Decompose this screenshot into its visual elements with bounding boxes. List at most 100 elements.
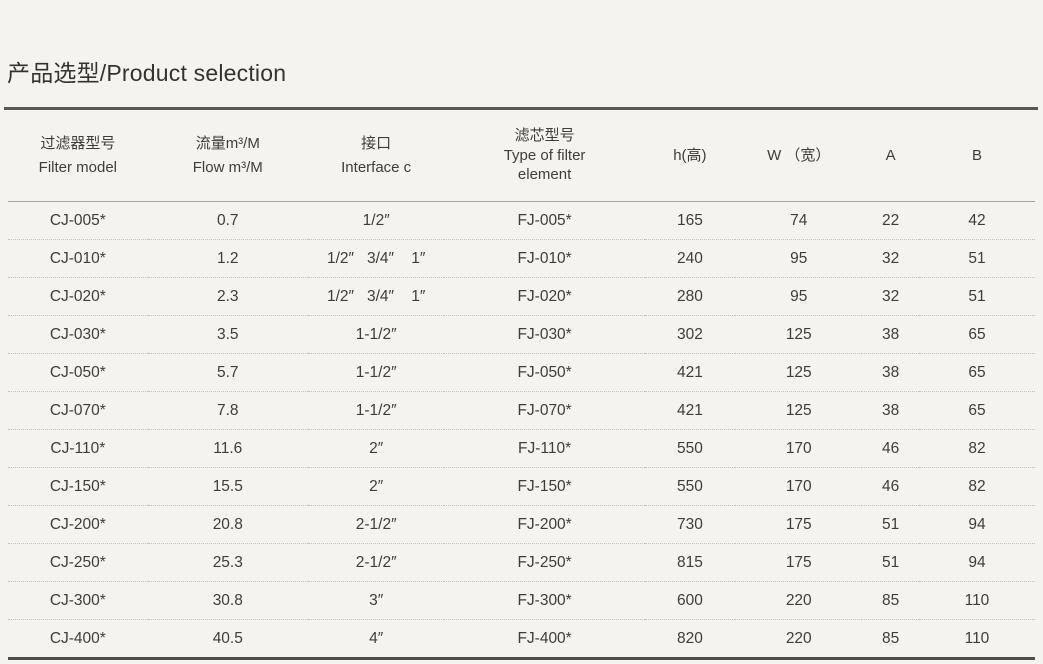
header-flow: 流量m³/M Flow m³/M xyxy=(147,110,308,202)
cell: 15.5 xyxy=(147,467,308,506)
cell: 170 xyxy=(735,429,863,468)
header-label-en: Type of filter element xyxy=(503,146,586,184)
cell: 165 xyxy=(644,201,736,240)
cell: 1-1/2″ xyxy=(307,391,445,430)
header-label-zh: 接口 xyxy=(361,135,392,153)
header-filter-element-type: 滤芯型号 Type of filter element xyxy=(444,110,645,202)
cell: 85 xyxy=(862,581,919,620)
cell: 600 xyxy=(644,581,736,620)
header-label: h(高) xyxy=(673,146,707,164)
cell: FJ-020* xyxy=(444,277,645,316)
header-label: A xyxy=(885,146,896,164)
header-a: A xyxy=(862,110,919,202)
cell: CJ-030* xyxy=(8,315,148,354)
header-filter-model: 过滤器型号 Filter model xyxy=(8,110,148,202)
table-row: CJ-400* 40.5 4″ FJ-400* 820 220 85 110 xyxy=(8,619,1035,660)
cell: CJ-400* xyxy=(8,619,148,660)
table-row: CJ-005* 0.7 1/2″ FJ-005* 165 74 22 42 xyxy=(8,201,1035,240)
cell: 11.6 xyxy=(147,429,308,468)
table-row: CJ-110* 11.6 2″ FJ-110* 550 170 46 82 xyxy=(8,429,1035,468)
cell: 730 xyxy=(644,505,736,544)
cell: 550 xyxy=(644,467,736,506)
cell: 125 xyxy=(735,315,863,354)
cell: CJ-020* xyxy=(8,277,148,316)
table-row: CJ-050* 5.7 1-1/2″ FJ-050* 421 125 38 65 xyxy=(8,353,1035,392)
cell: 0.7 xyxy=(147,201,308,240)
cell: 550 xyxy=(644,429,736,468)
cell: 220 xyxy=(735,581,863,620)
cell: 2″ xyxy=(307,467,445,506)
cell: 82 xyxy=(918,429,1035,468)
cell: FJ-070* xyxy=(444,391,645,430)
cell: 95 xyxy=(735,277,863,316)
cell: 302 xyxy=(644,315,736,354)
cell: 51 xyxy=(918,239,1035,278)
header-width: W （宽） xyxy=(735,110,863,202)
cell: 110 xyxy=(918,619,1035,660)
header-interface: 接口 Interface c xyxy=(307,110,445,202)
cell: 820 xyxy=(644,619,736,660)
cell: 175 xyxy=(735,505,863,544)
cell: 1.2 xyxy=(147,239,308,278)
cell: CJ-300* xyxy=(8,581,148,620)
cell: 220 xyxy=(735,619,863,660)
cell: 20.8 xyxy=(147,505,308,544)
cell: FJ-050* xyxy=(444,353,645,392)
cell: 65 xyxy=(918,391,1035,430)
cell: FJ-005* xyxy=(444,201,645,240)
cell: 280 xyxy=(644,277,736,316)
cell: FJ-200* xyxy=(444,505,645,544)
cell: 421 xyxy=(644,353,736,392)
header-label-en: Flow m³/M xyxy=(192,158,263,176)
table-row: CJ-070* 7.8 1-1/2″ FJ-070* 421 125 38 65 xyxy=(8,391,1035,430)
cell: 94 xyxy=(918,505,1035,544)
cell: 175 xyxy=(735,543,863,582)
cell: 5.7 xyxy=(147,353,308,392)
cell: 815 xyxy=(644,543,736,582)
cell: 110 xyxy=(918,581,1035,620)
cell: FJ-300* xyxy=(444,581,645,620)
cell: CJ-050* xyxy=(8,353,148,392)
cell: 421 xyxy=(644,391,736,430)
header-b: B xyxy=(918,110,1035,202)
table-body: CJ-005* 0.7 1/2″ FJ-005* 165 74 22 42 CJ-010* 1.2… xyxy=(8,201,1035,660)
cell: CJ-150* xyxy=(8,467,148,506)
cell: 40.5 xyxy=(147,619,308,660)
cell: 82 xyxy=(918,467,1035,506)
cell: 25.3 xyxy=(147,543,308,582)
cell: 3″ xyxy=(307,581,445,620)
cell: FJ-010* xyxy=(444,239,645,278)
cell: 85 xyxy=(862,619,919,660)
cell: 2-1/2″ xyxy=(307,505,445,544)
page-title: 产品选型/Product selection xyxy=(7,60,287,86)
header-label-zh: 流量m³/M xyxy=(195,135,260,153)
cell: FJ-030* xyxy=(444,315,645,354)
cell: 38 xyxy=(862,353,919,392)
table-row: CJ-020* 2.3 1/2″ 3/4″ 1″ FJ-020* 280 95 32 51 xyxy=(8,277,1035,316)
header-label: B xyxy=(971,146,982,164)
cell: FJ-110* xyxy=(444,429,645,468)
cell: 46 xyxy=(862,429,919,468)
cell: 95 xyxy=(735,239,863,278)
header-label-en: Filter model xyxy=(38,158,118,176)
cell: 51 xyxy=(862,543,919,582)
cell: FJ-150* xyxy=(444,467,645,506)
header-height: h(高) xyxy=(644,110,736,202)
cell: 1/2″ 3/4″ 1″ xyxy=(307,277,445,316)
cell: 94 xyxy=(918,543,1035,582)
cell: 74 xyxy=(735,201,863,240)
table-row: CJ-200* 20.8 2-1/2″ FJ-200* 730 175 51 94 xyxy=(8,505,1035,544)
cell: 51 xyxy=(862,505,919,544)
cell: 2″ xyxy=(307,429,445,468)
header-label: W （宽） xyxy=(767,146,831,164)
cell: 30.8 xyxy=(147,581,308,620)
cell: 32 xyxy=(862,277,919,316)
cell: 46 xyxy=(862,467,919,506)
header-row: 过滤器型号 Filter model 流量m³/M Flow m³/M 接口 I… xyxy=(8,110,1035,202)
cell: 51 xyxy=(918,277,1035,316)
cell: CJ-010* xyxy=(8,239,148,278)
table-row: CJ-250* 25.3 2-1/2″ FJ-250* 815 175 51 94 xyxy=(8,543,1035,582)
product-selection-table: 过滤器型号 Filter model 流量m³/M Flow m³/M 接口 I… xyxy=(8,110,1035,660)
cell: 7.8 xyxy=(147,391,308,430)
cell: CJ-005* xyxy=(8,201,148,240)
